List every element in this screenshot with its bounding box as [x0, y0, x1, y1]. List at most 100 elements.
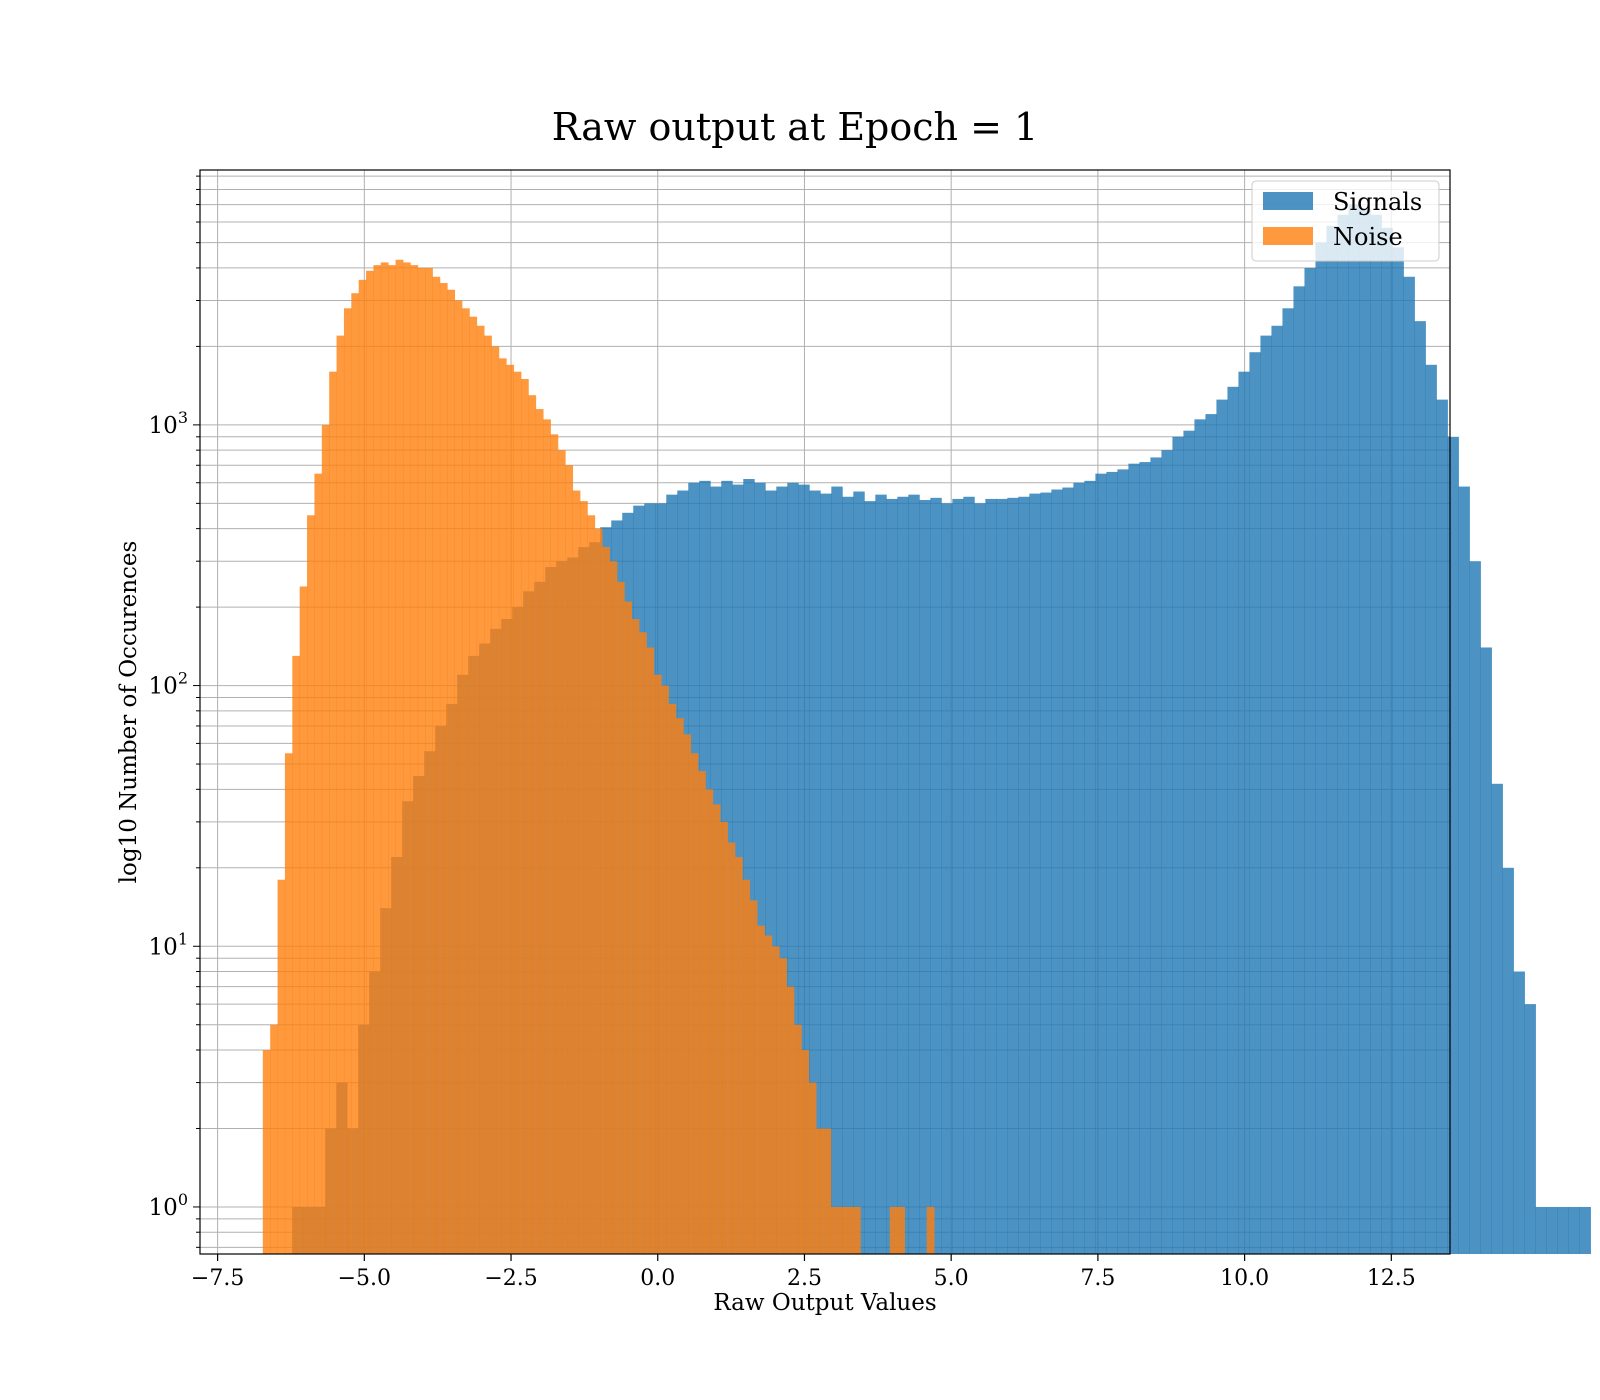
y-tick-base: 10 — [149, 413, 178, 439]
noise-bar — [351, 293, 360, 1254]
x-axis-ticks: −7.5 −5.0 −2.5 0.0 2.5 5.0 7.5 10.0 12.5 — [191, 1254, 1416, 1291]
signals-bar — [1227, 386, 1239, 1254]
signals-bar — [1007, 497, 1019, 1255]
noise-bar — [373, 265, 382, 1254]
signals-bar — [1095, 473, 1107, 1254]
noise-bar — [307, 515, 315, 1254]
signals-bar — [996, 498, 1008, 1254]
signals-bar — [1282, 308, 1294, 1254]
noise-bar — [668, 703, 677, 1254]
signals-bar — [1491, 783, 1503, 1254]
x-tick-label: 7.5 — [1080, 1266, 1115, 1291]
y-tick-label: 100 — [149, 1190, 188, 1221]
noise-bar — [852, 1206, 861, 1254]
signals-bar — [1447, 436, 1459, 1254]
signals-bar — [1557, 1206, 1569, 1254]
signals-bar — [897, 496, 909, 1254]
noise-bar — [897, 1206, 905, 1254]
noise-bar — [602, 547, 610, 1254]
noise-bar — [771, 946, 780, 1254]
signals-bar — [1359, 209, 1371, 1254]
signals-bar — [864, 501, 876, 1254]
signals-bar — [1414, 321, 1426, 1254]
noise-bar — [675, 718, 684, 1254]
y-tick-base: 10 — [149, 934, 178, 960]
noise-bar — [587, 515, 596, 1254]
noise-bar — [661, 685, 669, 1254]
noise-bar — [417, 267, 426, 1254]
y-tick-exponent: 2 — [178, 669, 188, 688]
signals-bar — [919, 500, 931, 1254]
signals-bar — [1568, 1206, 1580, 1254]
noise-bar — [491, 346, 500, 1254]
signals-bar — [908, 494, 920, 1254]
noise-bar — [808, 1082, 817, 1254]
chart-title: Raw output at Epoch = 1 — [552, 105, 1038, 149]
signals-bar — [1513, 971, 1525, 1254]
signals-bar — [1458, 486, 1470, 1254]
x-tick-label: −5.0 — [338, 1266, 391, 1291]
noise-bar — [292, 655, 301, 1254]
signals-bar — [853, 491, 865, 1254]
y-tick-label: 102 — [149, 669, 188, 700]
signals-bar — [1051, 489, 1063, 1254]
x-tick-label: 10.0 — [1220, 1266, 1269, 1291]
signals-bar — [985, 498, 997, 1254]
noise-bar — [734, 857, 743, 1254]
signals-bar — [1139, 462, 1151, 1255]
signals-bar — [743, 479, 755, 1254]
signals-bar — [809, 490, 821, 1254]
legend-label-noise: Noise — [1333, 223, 1403, 251]
noise-bar — [432, 276, 441, 1254]
noise-bar — [484, 335, 492, 1254]
x-axis-label: Raw Output Values — [713, 1290, 936, 1316]
noise-bar — [520, 378, 529, 1255]
signals-bar — [1502, 867, 1514, 1254]
noise-bar — [727, 842, 736, 1254]
signals-bar — [1271, 325, 1283, 1254]
legend-swatch-signals — [1263, 192, 1313, 210]
y-tick-base: 10 — [149, 674, 178, 700]
noise-bar — [329, 371, 337, 1254]
noise-bar — [705, 789, 714, 1254]
signals-bar — [1337, 214, 1349, 1255]
noise-bar — [439, 283, 448, 1254]
noise-bar — [277, 879, 286, 1254]
noise-bar — [579, 501, 588, 1254]
noise-bar — [845, 1206, 854, 1254]
noise-bar — [889, 1206, 898, 1254]
noise-bar — [712, 804, 721, 1254]
signals-bar — [1183, 430, 1195, 1254]
noise-bar — [639, 632, 647, 1254]
noise-bar — [336, 335, 345, 1254]
y-tick-exponent: 0 — [178, 1190, 188, 1209]
signals-bar — [1480, 647, 1492, 1254]
noise-bar — [314, 473, 323, 1254]
plot-area: −7.5 −5.0 −2.5 0.0 2.5 5.0 7.5 10.0 12.5 1001011… — [149, 169, 1591, 1291]
signals-bar — [798, 484, 810, 1254]
signals-bar — [1370, 214, 1382, 1255]
signals-bar — [1326, 225, 1338, 1255]
noise-bar — [425, 267, 433, 1254]
signals-bar — [1106, 471, 1118, 1254]
noise-bar — [683, 734, 692, 1254]
y-tick-label: 103 — [149, 408, 188, 439]
noise-bar — [358, 279, 367, 1254]
signals-bar — [831, 486, 843, 1254]
noise-bar — [402, 262, 411, 1254]
signals-bar — [1579, 1206, 1591, 1254]
noise-bar — [830, 1206, 839, 1254]
noise-bar — [550, 434, 559, 1254]
signals-bar — [1205, 414, 1217, 1255]
signals-bar — [974, 503, 986, 1254]
signals-bar — [1073, 482, 1085, 1255]
noise-bar — [410, 265, 419, 1254]
signals-bar — [886, 498, 898, 1254]
signals-bar — [1403, 276, 1415, 1254]
signals-bar — [1249, 352, 1261, 1255]
signals-bar — [1535, 1206, 1547, 1254]
noise-bar — [698, 771, 706, 1254]
noise-bars — [262, 259, 935, 1255]
noise-bar — [816, 1128, 824, 1254]
